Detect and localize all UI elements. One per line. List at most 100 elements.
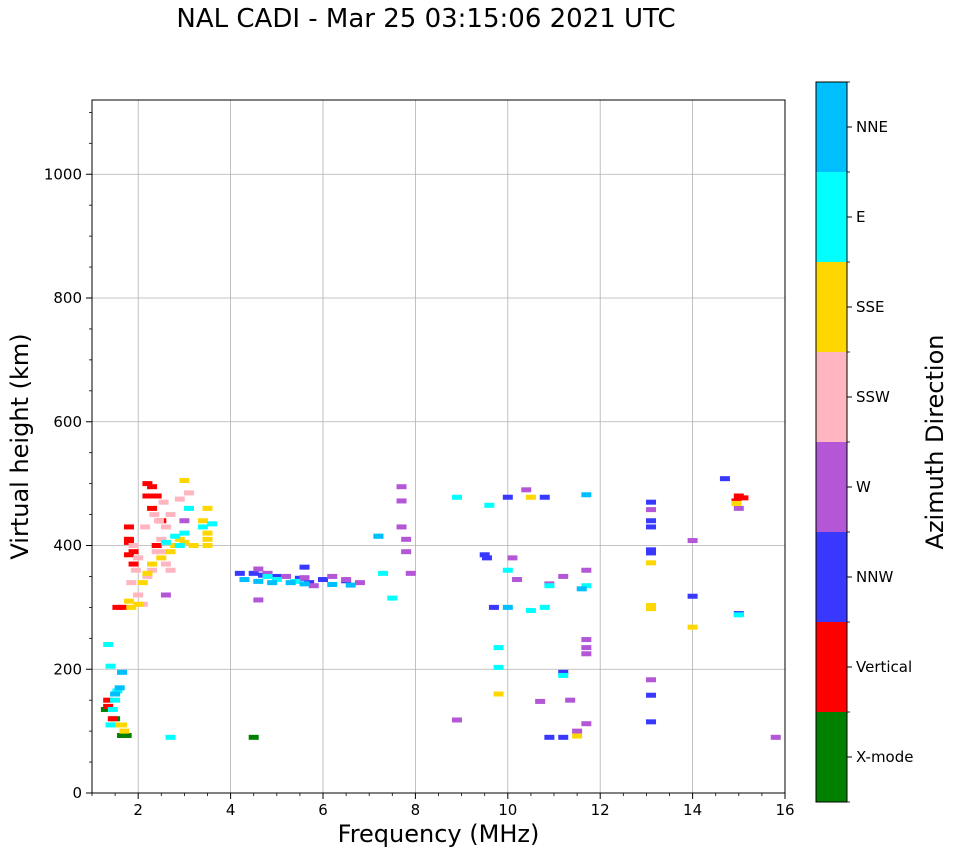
y-tick-label: 1000: [44, 165, 82, 183]
data-point-w: [581, 567, 592, 573]
data-point-w: [299, 575, 310, 581]
data-point-ssw: [142, 573, 153, 579]
data-point-nne: [581, 492, 592, 498]
data-point-w: [507, 555, 518, 561]
grid-lines: [92, 100, 785, 793]
colorbar-segment-x-mode: [816, 712, 847, 802]
y-tick-label: 0: [72, 784, 82, 802]
data-point-sse: [133, 601, 144, 607]
data-point-e: [733, 612, 744, 618]
data-point-w: [401, 536, 412, 542]
data-point-w: [327, 573, 338, 579]
data-point-nnw: [646, 518, 657, 524]
colorbar-frame: [815, 81, 848, 803]
data-point-e: [539, 604, 550, 610]
data-point-w: [396, 498, 407, 504]
colorbar-tick-label: W: [856, 478, 871, 496]
data-point-w: [451, 717, 462, 723]
colorbar-segment-nnw: [816, 532, 847, 622]
colorbar-label: Azimuth Direction: [921, 335, 949, 550]
data-point-nnw: [234, 570, 245, 576]
data-point-e: [271, 577, 282, 583]
data-point-e: [451, 494, 462, 500]
data-point-e: [525, 607, 536, 613]
data-point-vertical: [128, 561, 139, 567]
data-point-nne: [285, 580, 296, 586]
data-point-vertical: [123, 536, 134, 542]
data-point-e: [174, 543, 185, 548]
data-point-vertical: [123, 524, 134, 530]
axis-ticks: 2 4 6 8 10 12 14 16 0 200 400 600 800 1000: [44, 111, 795, 819]
data-point-vertical: [103, 697, 114, 703]
data-point-ssw: [156, 536, 167, 542]
y-tick-label: 400: [53, 537, 82, 555]
data-point-vertical: [123, 539, 134, 545]
data-point-w: [572, 728, 583, 734]
data-point-ssw: [126, 580, 137, 586]
data-point-nnw: [719, 476, 730, 482]
data-point-w: [396, 524, 407, 530]
data-point-nne: [239, 577, 250, 583]
data-point-w: [581, 721, 592, 727]
data-point-sse: [126, 604, 137, 610]
data-point-x-mode: [248, 734, 259, 740]
data-point-ssw: [160, 561, 171, 567]
data-point-x-mode: [121, 732, 132, 738]
data-point-vertical: [107, 716, 118, 722]
data-point-nnw: [299, 564, 310, 570]
data-point-vertical: [738, 495, 749, 501]
data-point-ssw: [149, 512, 160, 518]
data-point-nnw: [646, 692, 657, 698]
data-point-sse: [493, 691, 504, 697]
x-tick-label: 14: [683, 801, 702, 819]
data-point-nnw: [646, 524, 657, 530]
data-point-w: [535, 698, 546, 704]
colorbar-tick-label: SSW: [856, 388, 890, 406]
data-point-nne: [576, 586, 587, 592]
data-point-sse: [572, 733, 583, 739]
data-point-sse: [119, 728, 130, 734]
data-point-e: [179, 530, 190, 536]
data-point-nne: [502, 604, 513, 610]
data-point-e: [105, 663, 116, 669]
data-point-sse: [202, 505, 213, 511]
data-point-nnw: [271, 573, 282, 579]
data-point-sse: [188, 543, 199, 548]
data-point-ssw: [158, 499, 169, 505]
data-point-nnw: [502, 494, 513, 500]
data-point-vertical: [123, 552, 134, 558]
data-point-sse: [202, 543, 213, 548]
data-point-w: [770, 734, 781, 740]
data-point-e: [184, 505, 195, 511]
data-point-nnw: [646, 499, 657, 505]
data-point-w: [262, 570, 273, 576]
data-point-w: [401, 549, 412, 555]
data-point-nne: [110, 691, 121, 697]
data-point-ssw: [165, 567, 176, 573]
data-point-nne: [345, 582, 356, 588]
data-point-e: [170, 533, 181, 539]
x-tick-label: 6: [318, 801, 328, 819]
data-point-nnw: [558, 734, 569, 740]
y-tick-label: 600: [53, 413, 82, 431]
data-point-e: [103, 642, 114, 647]
colorbar-segment-nne: [816, 82, 847, 172]
data-point-w: [581, 651, 592, 657]
data-point-ssw: [184, 490, 195, 496]
data-point-e: [165, 734, 176, 740]
data-point-nne: [117, 669, 128, 675]
data-point-ssw: [133, 592, 144, 598]
data-point-w: [253, 566, 264, 572]
data-point-w: [308, 583, 319, 589]
data-point-nnw: [558, 669, 569, 675]
data-point-sse: [687, 624, 698, 630]
data-point-ssw: [156, 549, 167, 555]
x-tick-label: 12: [591, 801, 610, 819]
data-point-nne: [267, 580, 278, 586]
data-point-w: [558, 573, 569, 579]
data-point-nnw: [646, 547, 657, 553]
colorbar-tick-label: NNE: [856, 118, 888, 136]
y-tick-label: 800: [53, 289, 82, 307]
data-point-nnw: [318, 577, 328, 583]
